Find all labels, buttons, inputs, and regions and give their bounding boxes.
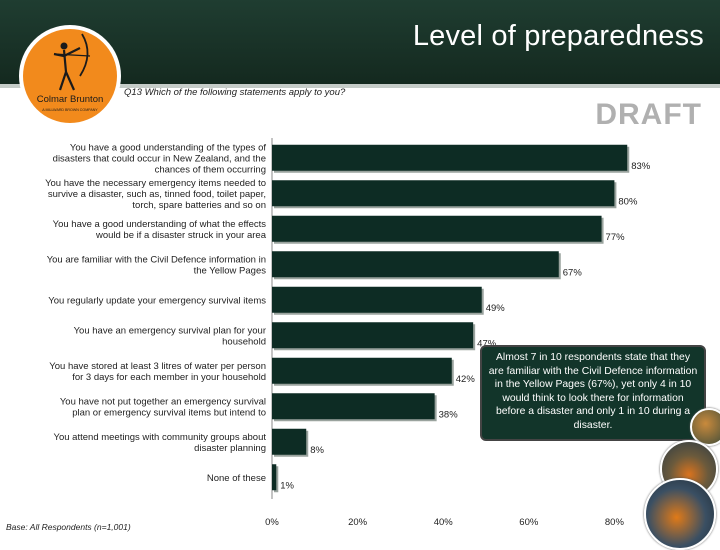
category-label: household (222, 336, 266, 347)
category-label: chances of them occurring (155, 164, 266, 175)
bar (272, 286, 482, 313)
category-label: You have an emergency survival plan for … (74, 325, 266, 336)
bar (272, 322, 474, 349)
bar (272, 144, 628, 171)
data-label: 42% (456, 374, 476, 385)
category-label: You have not put together an emergency s… (60, 396, 266, 407)
bar (272, 357, 452, 384)
category-label: You have a good understanding of what th… (53, 219, 267, 230)
company-logo: Colmar Brunton A MILLWARD BROWN COMPANY (19, 25, 121, 127)
x-tick-label: 80% (605, 517, 625, 528)
x-tick-label: 40% (434, 517, 454, 528)
bar (272, 215, 602, 242)
category-label: would be if a disaster struck in your ar… (95, 230, 267, 241)
category-label: None of these (207, 473, 266, 484)
base-note: Base: All Respondents (n=1,001) (6, 522, 131, 532)
logo-disc (23, 29, 117, 123)
category-label: torch, spare batteries and so on (132, 200, 266, 211)
x-tick-label: 60% (519, 517, 539, 528)
callout-box: Almost 7 in 10 respondents state that th… (480, 345, 706, 441)
draft-watermark: DRAFT (595, 98, 702, 131)
data-label: 67% (563, 267, 583, 278)
survey-question: Q13 Which of the following statements ap… (124, 87, 346, 98)
data-label: 80% (618, 196, 638, 207)
bar (272, 180, 615, 207)
photo-thumbnail-3 (644, 478, 716, 550)
data-label: 1% (280, 480, 294, 491)
logo-subtext: A MILLWARD BROWN COMPANY (42, 108, 98, 112)
data-label: 77% (606, 232, 626, 243)
category-label: You have stored at least 3 litres of wat… (49, 361, 266, 372)
data-label: 8% (310, 445, 324, 456)
data-label: 83% (631, 161, 651, 172)
category-label: for 3 days for each member in your house… (72, 372, 266, 383)
header-rule (0, 84, 720, 88)
data-label: 47% (477, 338, 497, 349)
category-label: You have a good understanding of the typ… (70, 142, 266, 153)
data-label: 49% (486, 303, 506, 314)
category-label: You are familiar with the Civil Defence … (47, 254, 266, 265)
category-label: You regularly update your emergency surv… (48, 295, 266, 306)
x-tick-label: 0% (265, 517, 279, 528)
category-label: disaster planning (194, 443, 266, 454)
category-label: You have the necessary emergency items n… (45, 178, 266, 189)
x-tick-label: 20% (348, 517, 368, 528)
bar (272, 251, 559, 278)
category-label: plan or emergency survival items but int… (72, 407, 266, 418)
bar (272, 428, 307, 455)
bar (272, 464, 277, 491)
slide-title: Level of preparedness (412, 20, 704, 52)
archer-icon (53, 33, 91, 91)
category-label: survive a disaster, such as, tinned food… (48, 189, 266, 200)
category-label: disasters that could occur in New Zealan… (53, 153, 266, 164)
category-label: You attend meetings with community group… (54, 432, 267, 443)
logo-text: Colmar Brunton (37, 94, 104, 105)
category-label: the Yellow Pages (194, 265, 267, 276)
bar (272, 393, 435, 420)
data-label: 38% (439, 409, 459, 420)
